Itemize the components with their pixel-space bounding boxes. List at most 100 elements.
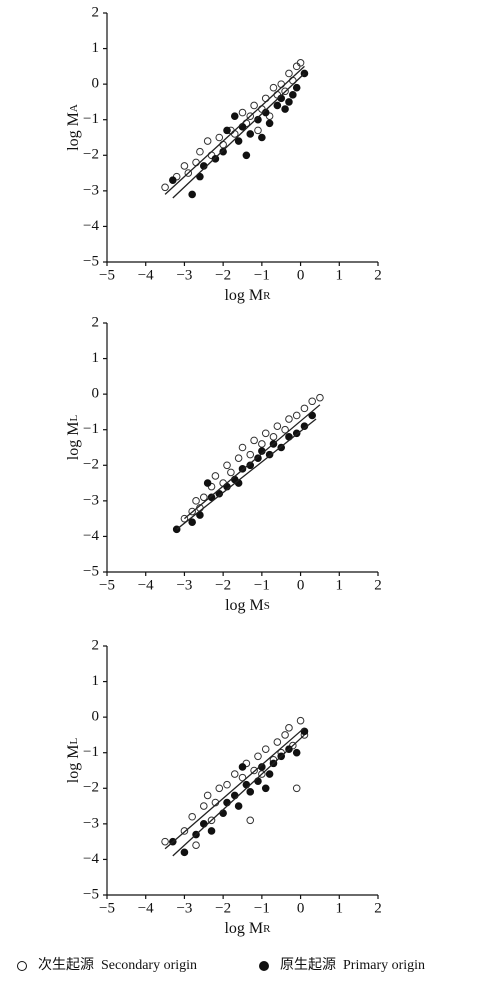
legend-marker (17, 961, 27, 971)
y-tick-label: −1 (83, 111, 99, 127)
x-tick-label: −1 (254, 267, 270, 283)
x-tick-label: −3 (176, 900, 192, 916)
filled-point (219, 147, 227, 156)
x-axis-label-sub: S (264, 600, 270, 612)
x-tick-label: 1 (336, 267, 344, 283)
open-point (250, 766, 258, 775)
y-tick-label: 1 (92, 40, 100, 56)
open-point (215, 784, 224, 793)
x-axis-label-sub: R (263, 923, 271, 935)
y-axis-label-sub: A (68, 104, 80, 112)
open-point (258, 440, 266, 448)
open-point (254, 752, 262, 761)
x-tick-label: 1 (336, 577, 344, 593)
legend-marker (259, 961, 269, 971)
filled-point (223, 126, 231, 135)
x-axis-label-sub: R (263, 290, 271, 302)
x-tick-label: 2 (374, 577, 382, 593)
open-point (281, 425, 289, 434)
x-tick-label: −5 (99, 577, 115, 593)
fit-line (164, 727, 305, 850)
open-point (238, 443, 247, 452)
y-tick-label: 2 (92, 314, 100, 330)
axis-frame (106, 323, 378, 573)
open-point (250, 436, 258, 445)
filled-point (196, 511, 204, 519)
filled-point (188, 190, 196, 199)
y-axis-label-main: log M (65, 112, 82, 151)
open-point (215, 133, 224, 142)
y-axis-label-sub: L (68, 738, 80, 745)
y-axis-label-main: log M (65, 745, 82, 784)
open-point (261, 429, 270, 438)
x-tick-label: −2 (215, 267, 231, 283)
y-tick-label: 2 (92, 637, 100, 653)
x-tick-label: −1 (254, 577, 270, 593)
open-point (199, 493, 208, 502)
y-tick-label: 0 (92, 76, 100, 92)
open-point (273, 422, 282, 430)
open-point (238, 108, 247, 117)
open-point (261, 745, 270, 753)
open-point (281, 87, 289, 96)
open-point (269, 433, 278, 441)
x-tick-label: −4 (138, 900, 154, 916)
x-tick-label: −3 (176, 577, 192, 593)
x-tick-label: 0 (297, 900, 305, 916)
filled-point (211, 155, 220, 163)
open-point (296, 716, 305, 725)
x-tick-label: −5 (99, 900, 115, 916)
open-point (292, 784, 301, 793)
fit-line (172, 72, 305, 199)
filled-point (234, 137, 243, 145)
x-axis-label: log MR (224, 920, 271, 937)
open-point (184, 169, 193, 177)
x-tick-label: 2 (374, 267, 382, 283)
filled-point (207, 493, 216, 502)
open-point (196, 147, 204, 156)
y-tick-label: −4 (83, 851, 99, 867)
open-point (230, 770, 239, 778)
filled-point (246, 788, 255, 796)
open-point (285, 69, 293, 78)
filled-point (273, 101, 282, 110)
x-tick-label: 1 (336, 900, 344, 916)
filled-point (308, 411, 316, 420)
open-point (207, 816, 216, 825)
y-tick-label: −5 (83, 563, 99, 579)
y-tick-label: −3 (83, 815, 99, 831)
open-point (269, 83, 278, 92)
open-point (211, 472, 220, 480)
open-point (192, 497, 200, 505)
x-tick-label: −4 (138, 577, 154, 593)
fit-line (164, 65, 305, 195)
filled-point (289, 91, 297, 99)
x-tick-label: −5 (99, 267, 115, 283)
x-tick-label: 2 (374, 900, 382, 916)
open-point (296, 59, 305, 67)
open-point (188, 507, 196, 516)
x-axis-label-main: log M (225, 597, 264, 614)
y-axis-label-sub: L (68, 415, 80, 422)
open-point (180, 162, 189, 170)
x-axis-label: log MR (224, 287, 271, 304)
filled-point (230, 112, 239, 120)
filled-point (292, 748, 301, 757)
open-point (300, 404, 309, 413)
y-tick-label: −1 (83, 744, 99, 760)
open-point (285, 415, 293, 423)
legend-label: 原生起源 Primary origin (280, 957, 425, 973)
filled-point (238, 763, 247, 771)
x-tick-label: 0 (297, 577, 305, 593)
filled-point (258, 133, 266, 142)
open-point (258, 770, 266, 778)
filled-point (265, 119, 274, 128)
fit-line (176, 418, 317, 530)
open-point (161, 183, 169, 192)
open-point (250, 101, 258, 110)
filled-point (234, 802, 243, 810)
